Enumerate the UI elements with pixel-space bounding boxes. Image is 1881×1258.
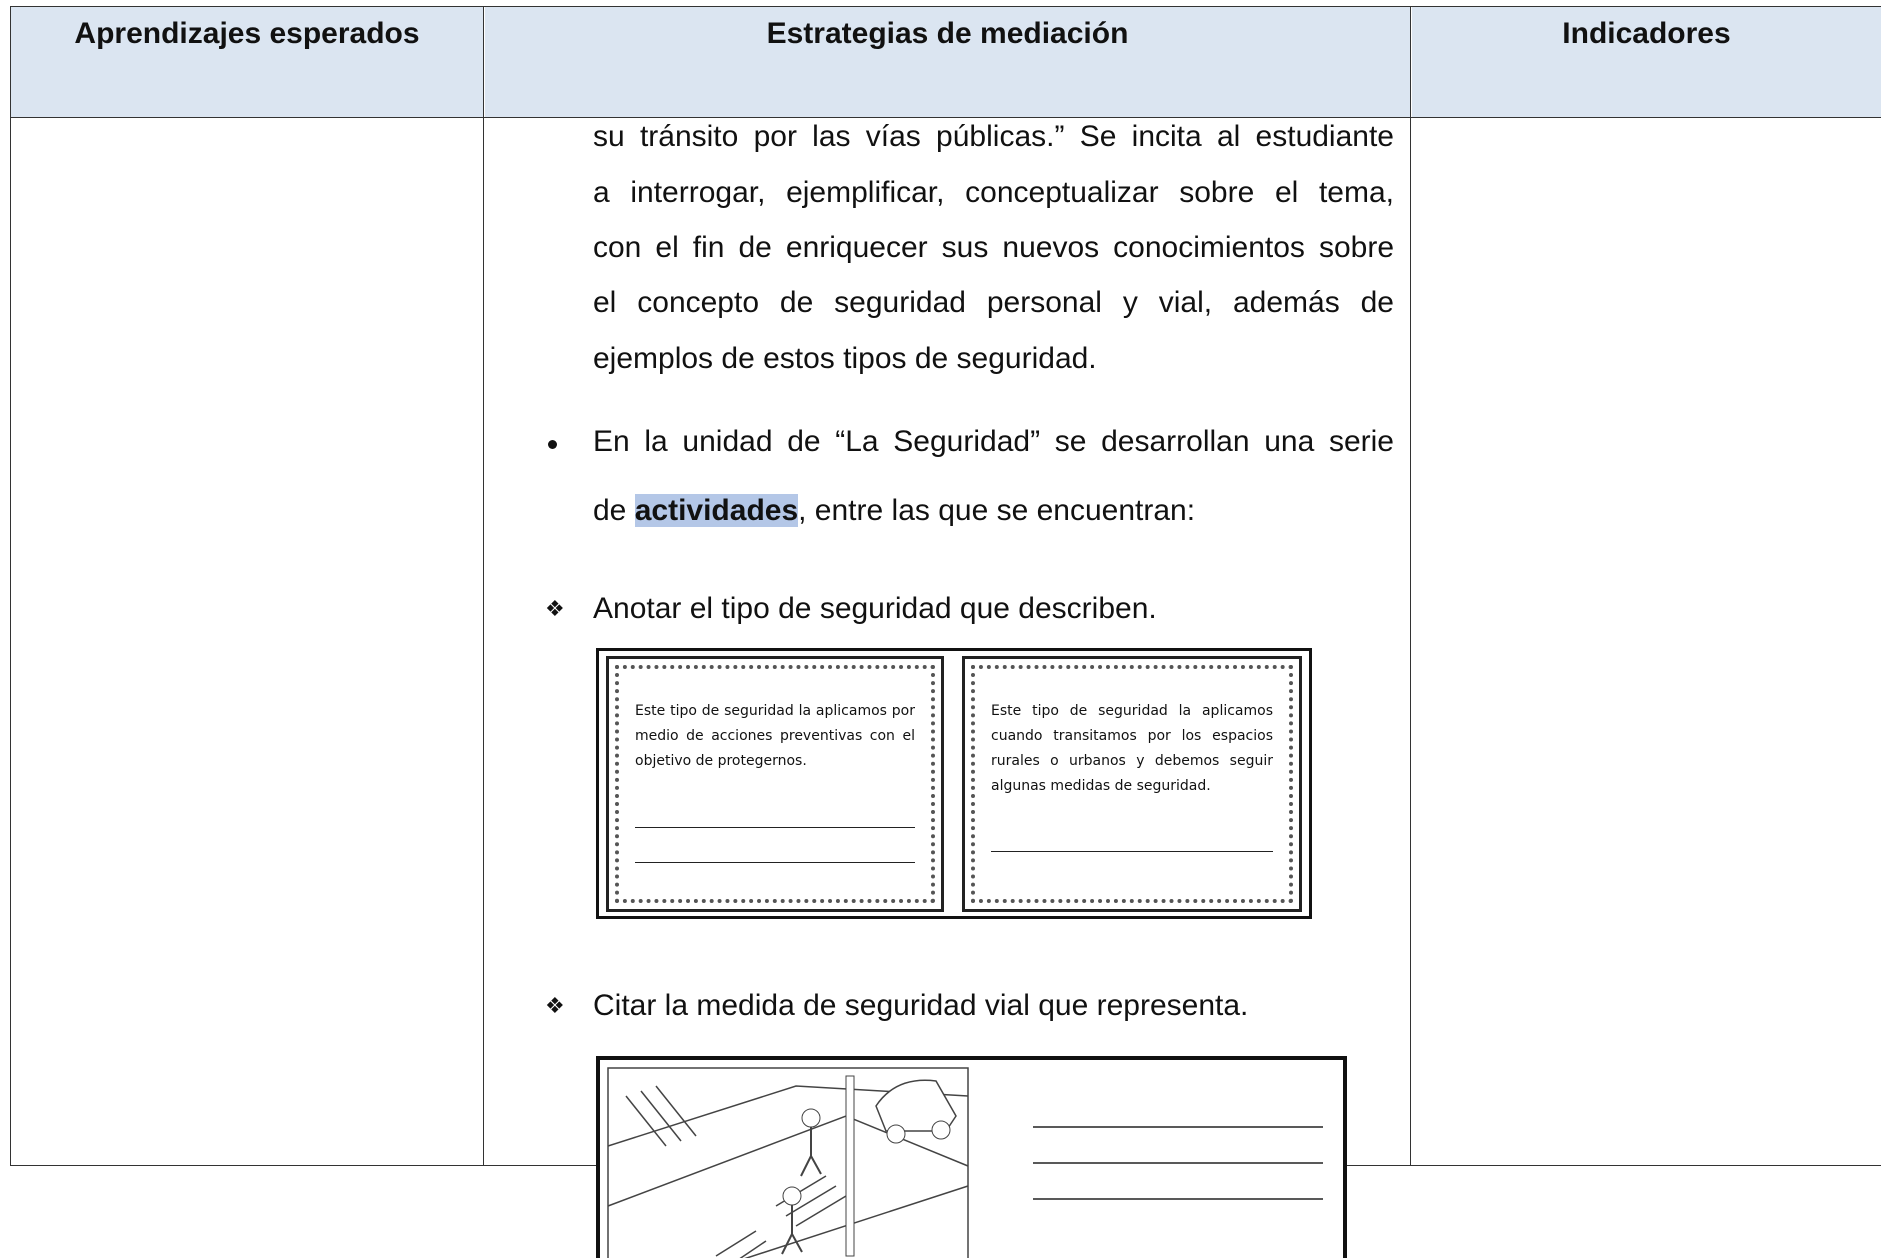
header-cell: Indicadores <box>1412 7 1881 118</box>
activity-label: Citar la medida de seguridad vial que re… <box>593 989 1249 1022</box>
paragraph-line: el concepto de seguridad personal y vial… <box>593 286 1394 319</box>
answer-line <box>991 851 1273 852</box>
bullet-dot <box>548 440 557 449</box>
answer-line <box>635 862 915 863</box>
activity-label: Anotar el tipo de seguridad que describe… <box>593 592 1157 625</box>
worksheet-card: Este tipo de seguridad la aplicamos cuan… <box>962 656 1302 912</box>
paragraph-line: con el fin de enriquecer sus nuevos cono… <box>593 231 1394 264</box>
header-cell: Estrategias de mediación <box>485 7 1410 118</box>
card-text: Este tipo de seguridad la aplicamos cuan… <box>991 703 1273 794</box>
header-cell: Aprendizajes esperados <box>11 7 483 118</box>
highlight: actividades <box>634 494 799 527</box>
paragraph-line: ejemplos de estos tipos de seguridad. <box>593 342 1097 375</box>
street-illustration <box>596 1056 1347 1258</box>
text: de <box>593 494 635 527</box>
row-divider <box>10 117 1881 118</box>
text: , entre las que se encuentran: <box>798 494 1196 527</box>
paragraph-line: su tránsito por las vías públicas.” Se i… <box>593 120 1394 153</box>
diamond-bullet: ❖ <box>545 993 565 1018</box>
worksheet-card: Este tipo de seguridad la aplicamos por … <box>606 656 944 912</box>
card-text: Este tipo de seguridad la aplicamos por … <box>635 703 915 769</box>
bullet-line: En la unidad de “La Seguridad” se desarr… <box>593 425 1394 458</box>
paragraph-line: a interrogar, ejemplificar, conceptualiz… <box>593 176 1394 209</box>
diamond-bullet: ❖ <box>545 596 565 621</box>
answer-line <box>635 827 915 828</box>
column-divider <box>1410 6 1411 1166</box>
bullet-line: de actividades, entre las que se encuent… <box>593 494 1394 528</box>
column-divider <box>483 6 484 1166</box>
worksheet <box>596 648 1312 919</box>
